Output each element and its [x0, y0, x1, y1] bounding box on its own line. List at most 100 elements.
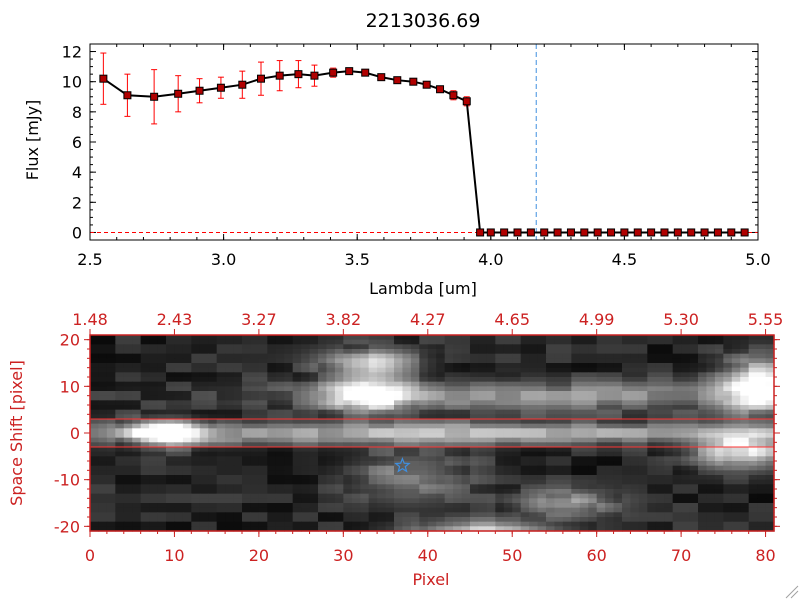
heatmap-cell	[326, 433, 336, 439]
heatmap-cell	[562, 503, 572, 509]
heatmap-cell	[562, 507, 572, 513]
heatmap-cell	[605, 503, 615, 509]
heatmap-cell	[622, 414, 632, 420]
heatmap-cell	[706, 498, 716, 504]
heatmap-cell	[174, 447, 184, 453]
heatmap-cell	[132, 493, 142, 499]
heatmap-cell	[444, 433, 454, 439]
heatmap-cell	[216, 409, 226, 415]
heatmap-cell	[250, 526, 260, 532]
heatmap-cell	[326, 451, 336, 457]
heatmap-cell	[284, 479, 294, 485]
heatmap-cell	[258, 517, 268, 523]
heatmap-cell	[90, 349, 100, 355]
heatmap-cell	[672, 419, 682, 425]
heatmap-cell	[765, 451, 775, 457]
heatmap-cell	[402, 437, 412, 443]
heatmap-cell	[520, 367, 530, 373]
heatmap-cell	[115, 419, 125, 425]
heatmap-cell	[546, 503, 556, 509]
heatmap-cell	[529, 489, 539, 495]
heatmap-cell	[90, 386, 100, 392]
heatmap-cell	[275, 391, 285, 397]
heatmap-cell	[647, 353, 657, 359]
heatmap-cell	[419, 400, 429, 406]
heatmap-cell	[579, 409, 589, 415]
heatmap-cell	[98, 423, 108, 429]
heatmap-cell	[571, 353, 581, 359]
heatmap-cell	[520, 358, 530, 364]
heatmap-cell	[554, 517, 564, 523]
heatmap-cell	[681, 335, 691, 341]
heatmap-cell	[140, 517, 150, 523]
heatmap-cell	[149, 451, 159, 457]
heatmap-cell	[444, 363, 454, 369]
heatmap-cell	[588, 419, 598, 425]
heatmap-cell	[377, 363, 387, 369]
heatmap-cell	[225, 447, 235, 453]
heatmap-cell	[537, 423, 547, 429]
heatmap-cell	[706, 503, 716, 509]
heatmap-cell	[740, 339, 750, 345]
heatmap-cell	[225, 521, 235, 527]
heatmap-cell	[225, 437, 235, 443]
heatmap-cell	[546, 349, 556, 355]
heatmap-cell	[250, 358, 260, 364]
heatmap-cell	[478, 395, 488, 401]
heatmap-cell	[748, 437, 758, 443]
heatmap-cell	[410, 489, 420, 495]
heatmap-cell	[140, 349, 150, 355]
heatmap-cell	[199, 381, 209, 387]
heatmap-cell	[191, 335, 201, 341]
heatmap-cell	[689, 349, 699, 355]
heatmap-cell	[301, 377, 311, 383]
heatmap-cell	[174, 335, 184, 341]
heatmap-cell	[377, 526, 387, 532]
heatmap-cell	[638, 400, 648, 406]
heatmap-cell	[453, 489, 463, 495]
heatmap-cell	[765, 367, 775, 373]
heatmap-cell	[140, 423, 150, 429]
heatmap-cell	[132, 367, 142, 373]
heatmap-cell	[284, 335, 294, 341]
heatmap-cell	[98, 335, 108, 341]
heatmap-cell	[571, 363, 581, 369]
heatmap-cell	[351, 414, 361, 420]
heatmap-cell	[613, 377, 623, 383]
heatmap-cell	[672, 386, 682, 392]
heatmap-cell	[132, 405, 142, 411]
heatmap-cell	[275, 521, 285, 527]
heatmap-cell	[284, 339, 294, 345]
heatmap-cell	[486, 526, 496, 532]
heatmap-cell	[284, 358, 294, 364]
heatmap-cell	[731, 475, 741, 481]
heatmap-cell	[765, 517, 775, 523]
heatmap-cell	[486, 353, 496, 359]
resize-grip-icon[interactable]	[785, 585, 799, 599]
heatmap-cell	[182, 353, 192, 359]
heatmap-cell	[326, 353, 336, 359]
heatmap-cell	[630, 367, 640, 373]
heatmap-cell	[174, 428, 184, 434]
heatmap-cell	[444, 395, 454, 401]
heatmap-cell	[242, 475, 252, 481]
heatmap-cell	[242, 451, 252, 457]
heatmap-cell	[444, 344, 454, 350]
heatmap-cell	[689, 470, 699, 476]
heatmap-cell	[292, 447, 302, 453]
data-point	[174, 89, 183, 98]
heatmap-cell	[757, 344, 767, 350]
heatmap-cell	[740, 526, 750, 532]
heatmap-cell	[182, 400, 192, 406]
heatmap-cell	[216, 414, 226, 420]
heatmap-cell	[647, 447, 657, 453]
heatmap-cell	[622, 507, 632, 513]
heatmap-cell	[115, 489, 125, 495]
heatmap-cell	[157, 451, 167, 457]
heatmap-cell	[250, 465, 260, 471]
heatmap-cell	[216, 419, 226, 425]
heatmap-cell	[647, 437, 657, 443]
heatmap-cell	[309, 512, 319, 518]
heatmap-cell	[157, 479, 167, 485]
heatmap-cell	[596, 493, 606, 499]
